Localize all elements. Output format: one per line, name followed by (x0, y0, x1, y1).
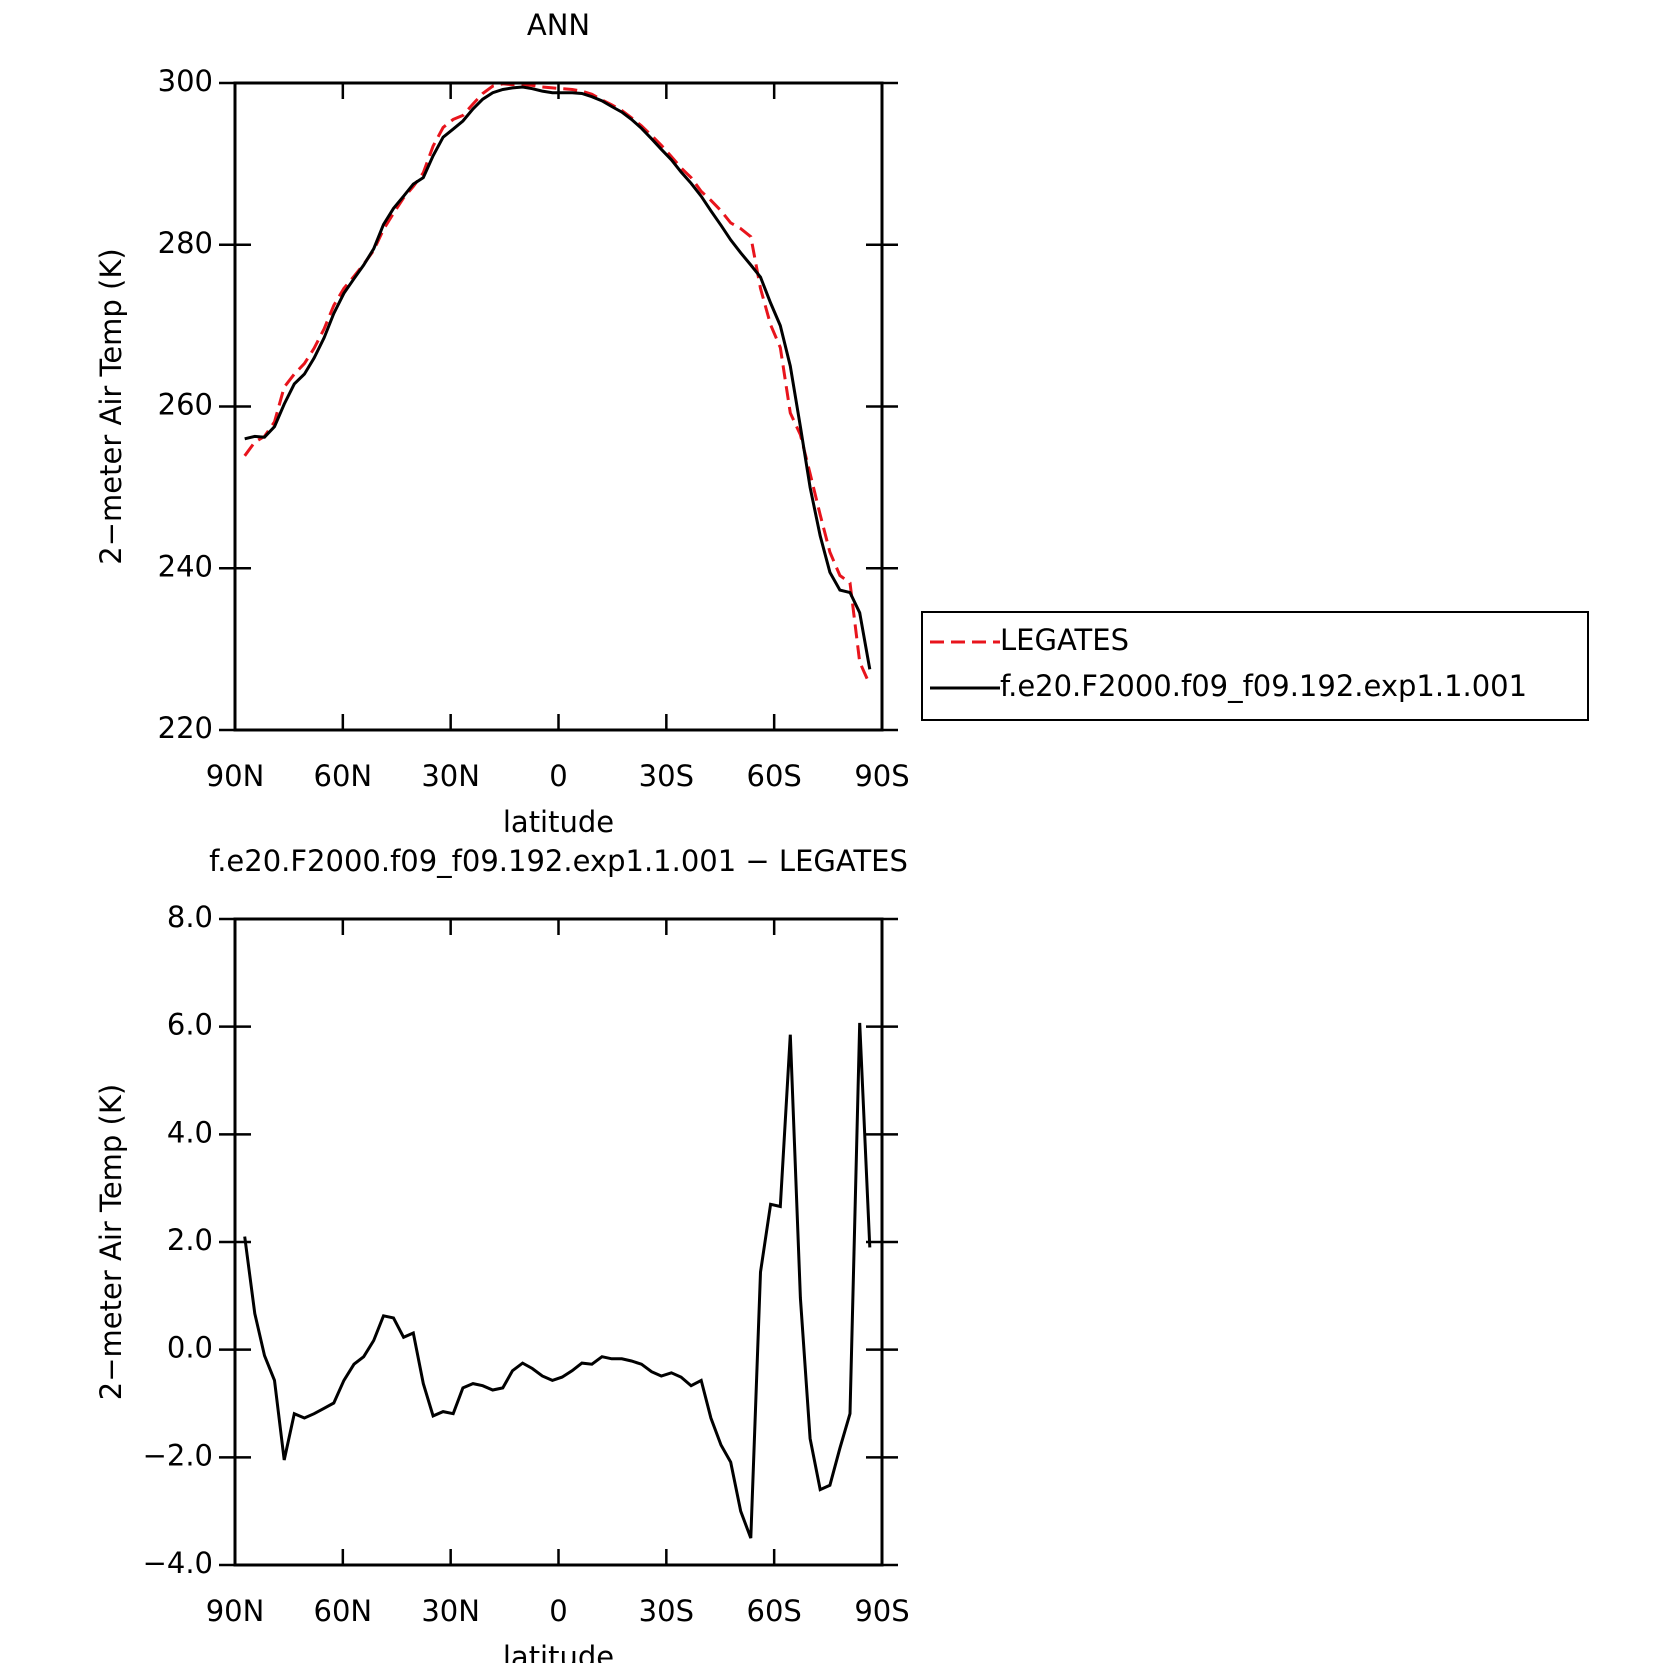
plot-frame (233, 917, 884, 1567)
x-tick-label: 60N (314, 1594, 373, 1628)
x-tick-label: 60S (747, 759, 802, 793)
x-tick-label: 90S (854, 1594, 909, 1628)
legend-box (921, 611, 1589, 721)
x-axis-label: latitude (503, 805, 614, 839)
x-tick-label: 30N (421, 1594, 480, 1628)
data-line (243, 1022, 872, 1539)
x-tick-label: 90N (206, 759, 265, 793)
x-tick-label: 90N (206, 1594, 265, 1628)
plot-frame (233, 81, 884, 732)
y-tick-label: 2.0 (167, 1223, 213, 1257)
chart-title: ANN (527, 8, 590, 42)
x-tick-label: 60S (747, 1594, 802, 1628)
x-tick-label: 30N (421, 759, 480, 793)
y-tick-label: 240 (158, 549, 213, 583)
y-axis-label: 2−meter Air Temp (K) (94, 248, 128, 564)
y-tick-label: 280 (158, 226, 213, 260)
chart-title: f.e20.F2000.f09_f09.192.exp1.1.001 − LEG… (209, 844, 908, 878)
legend-label: f.e20.F2000.f09_f09.192.exp1.1.001 (1000, 669, 1527, 703)
y-tick-label: 0.0 (167, 1331, 213, 1365)
y-tick-label: 8.0 (167, 900, 213, 934)
x-tick-label: 90S (854, 759, 909, 793)
legend-label: LEGATES (1000, 623, 1129, 657)
y-tick-label: 300 (158, 64, 213, 98)
y-tick-label: 4.0 (167, 1115, 213, 1149)
y-tick-label: 6.0 (167, 1008, 213, 1042)
y-tick-label: 260 (158, 388, 213, 422)
x-tick-label: 30S (639, 759, 694, 793)
data-line (244, 85, 872, 670)
x-axis-label: latitude (503, 1640, 614, 1663)
x-tick-label: 0 (549, 1594, 567, 1628)
data-line (243, 82, 872, 686)
x-tick-label: 60N (314, 759, 373, 793)
x-tick-label: 0 (549, 759, 567, 793)
y-tick-label: −4.0 (143, 1546, 213, 1580)
y-axis-label: 2−meter Air Temp (K) (94, 1084, 128, 1400)
y-tick-label: 220 (158, 711, 213, 745)
x-tick-label: 30S (639, 1594, 694, 1628)
y-tick-label: −2.0 (143, 1438, 213, 1472)
